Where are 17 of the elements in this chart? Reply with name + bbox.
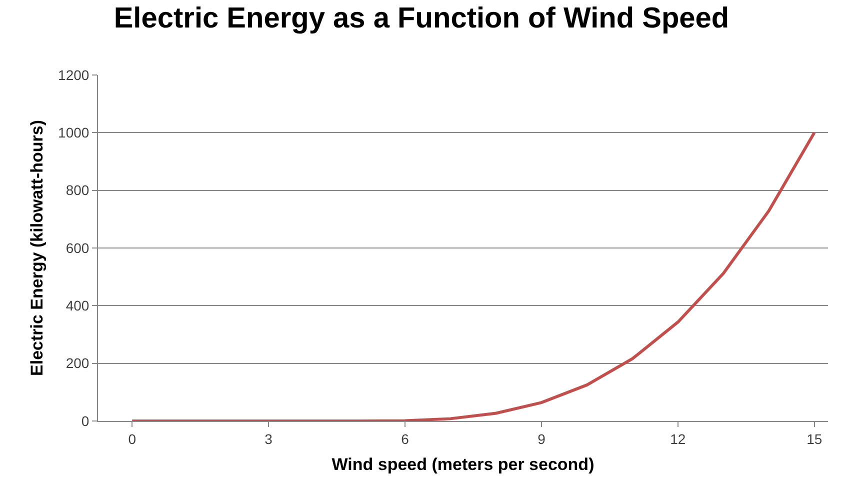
y-tick-label: 0 bbox=[81, 412, 90, 429]
y-tick-label: 600 bbox=[66, 240, 90, 256]
x-tick-label: 3 bbox=[264, 430, 273, 447]
line-series bbox=[130, 131, 816, 421]
x-tick-label: 15 bbox=[806, 430, 822, 447]
x-tick-label: 0 bbox=[128, 430, 136, 447]
y-axis-title: Electric Energy (kilowatt-hours) bbox=[28, 120, 47, 376]
y-tick-label: 400 bbox=[66, 298, 90, 314]
y-tick-label: 1000 bbox=[58, 124, 90, 141]
x-tick-label: 12 bbox=[670, 430, 686, 447]
y-tick-label: 800 bbox=[66, 182, 90, 198]
x-tick-label: 9 bbox=[538, 430, 546, 447]
chart-title: Electric Energy as a Function of Wind Speed bbox=[114, 2, 730, 35]
x-axis-title: Wind speed (meters per second) bbox=[332, 455, 594, 474]
x-tick-label: 6 bbox=[401, 430, 410, 447]
y-tick-label: 200 bbox=[66, 355, 90, 372]
y-tick-label: 1200 bbox=[58, 66, 90, 83]
